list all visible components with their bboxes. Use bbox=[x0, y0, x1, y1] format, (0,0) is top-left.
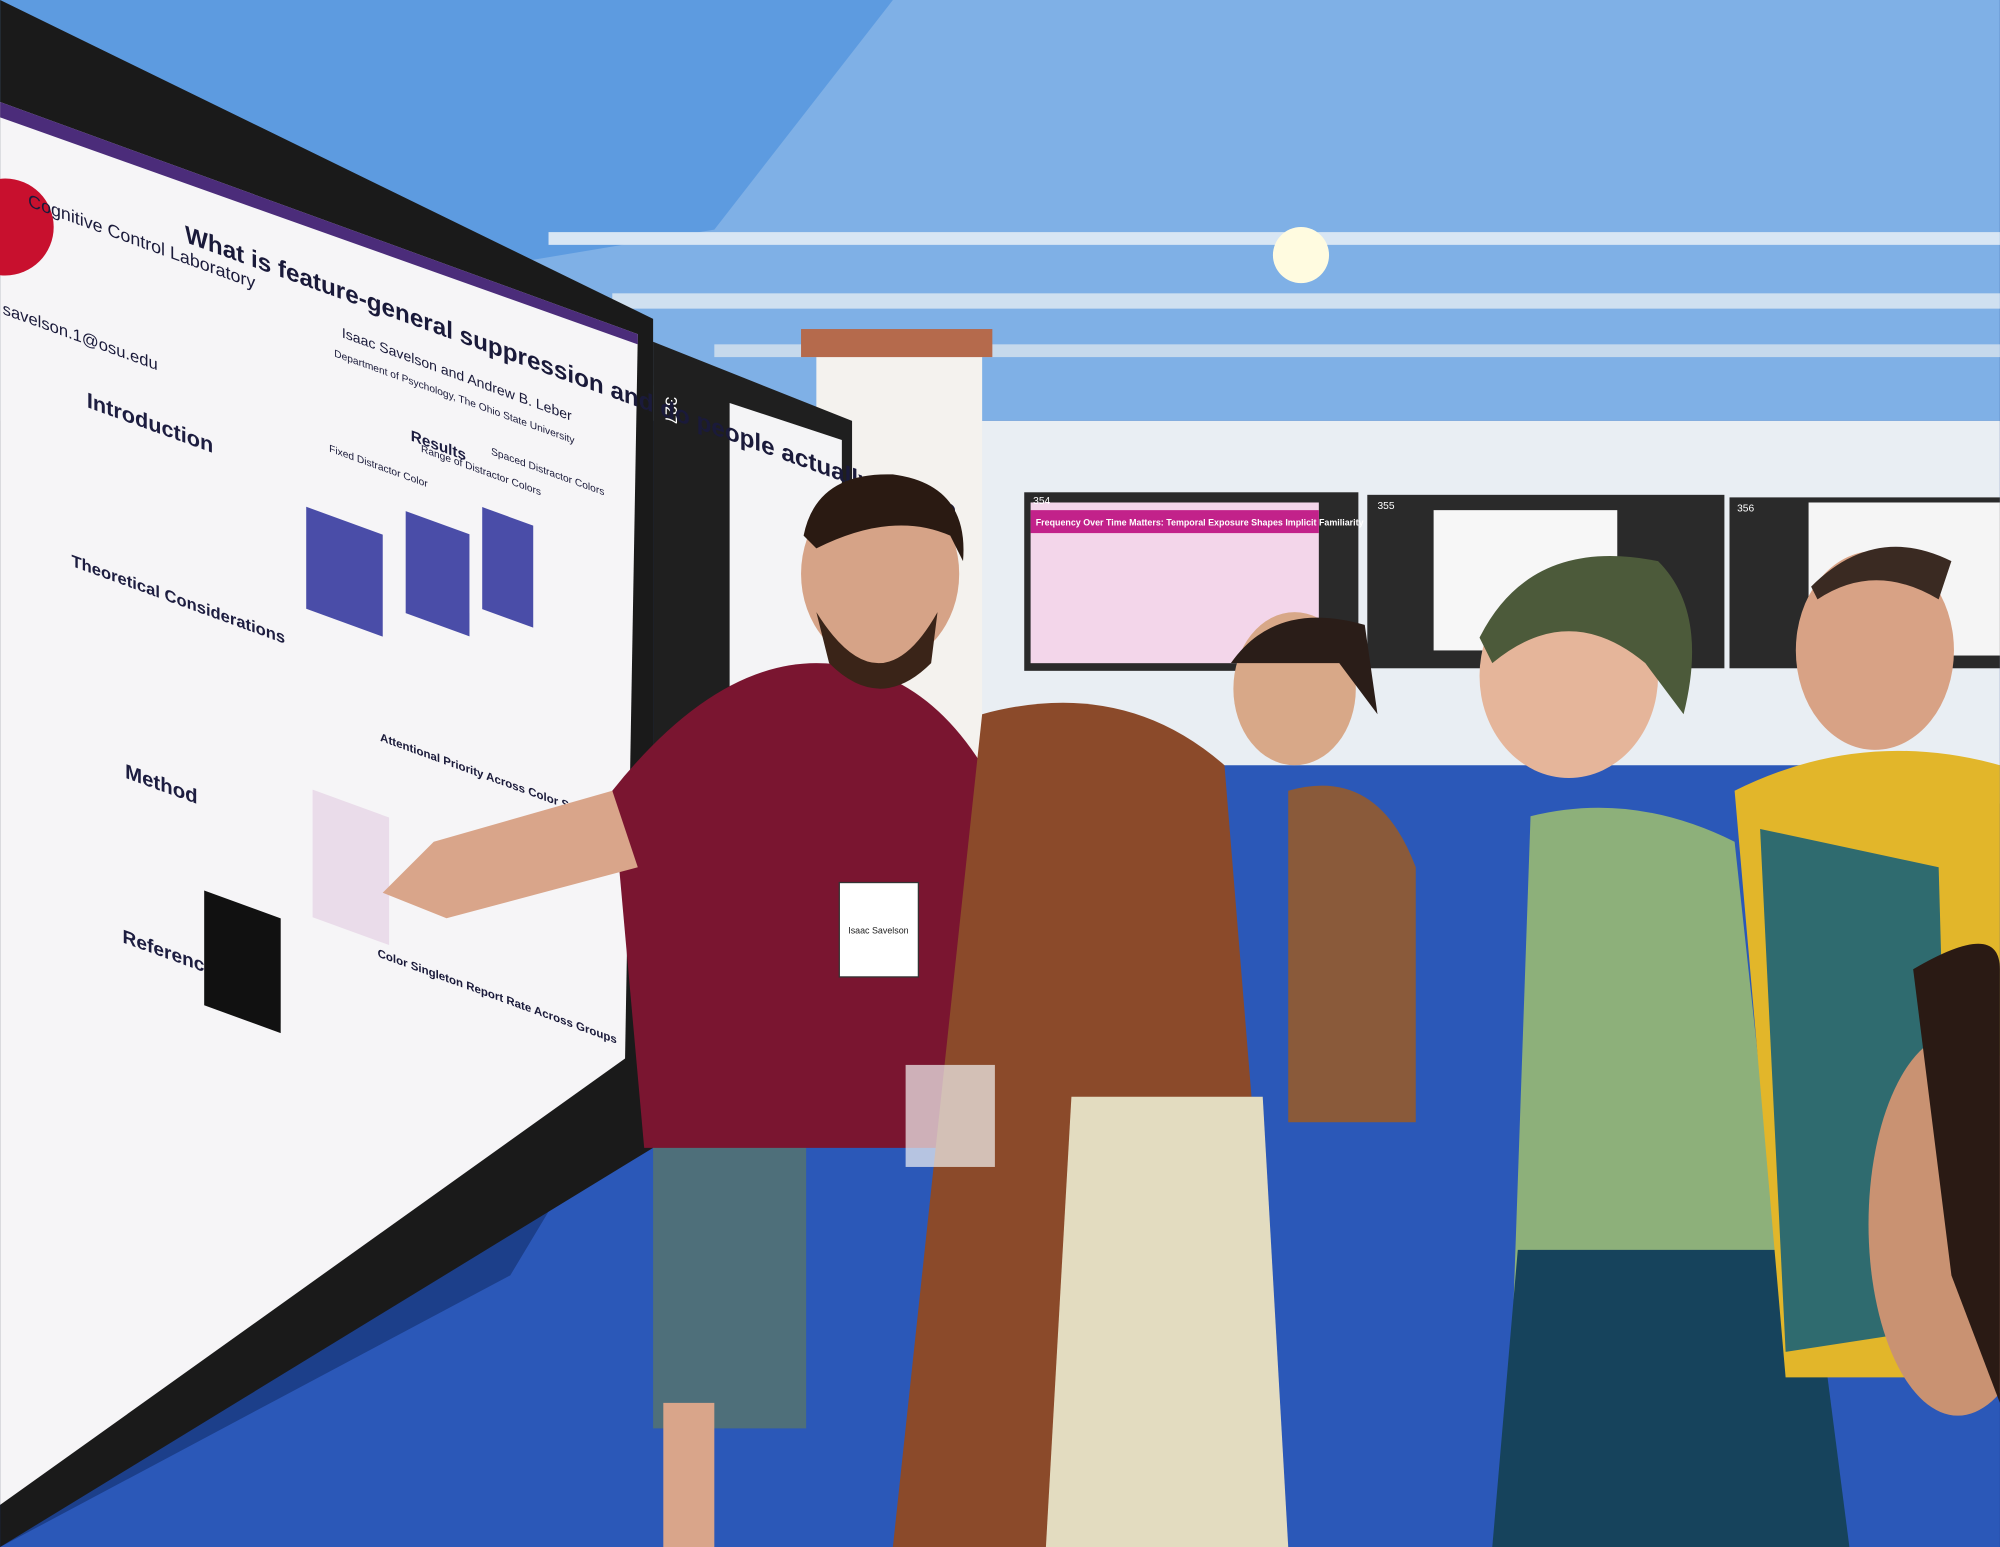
board-number: 354 bbox=[1033, 496, 1050, 507]
poster-figure bbox=[306, 506, 383, 637]
person-hair bbox=[803, 474, 964, 562]
person-shorts bbox=[653, 1122, 807, 1429]
poster-figure bbox=[312, 789, 390, 946]
person-beard bbox=[816, 612, 938, 689]
person-hair bbox=[1230, 617, 1378, 715]
person-hair bbox=[1479, 556, 1693, 715]
person-arm bbox=[382, 790, 638, 919]
poster-figure bbox=[482, 507, 534, 628]
pillar-cap bbox=[801, 329, 993, 358]
poster-figure bbox=[405, 511, 470, 637]
pipe bbox=[714, 344, 2000, 358]
person-face bbox=[1795, 550, 1954, 750]
lab-logo bbox=[0, 178, 54, 276]
cup bbox=[905, 1064, 995, 1167]
person-shirt bbox=[612, 663, 983, 1148]
person-leg bbox=[663, 1402, 715, 1547]
badge-name: Isaac Savelson bbox=[848, 925, 908, 935]
poster-border bbox=[0, 102, 638, 345]
pipe bbox=[548, 232, 2000, 245]
poster-figure bbox=[204, 890, 281, 1034]
ceiling-beam bbox=[0, 0, 893, 268]
board-number: 327 bbox=[661, 397, 680, 425]
board-number: 355 bbox=[1378, 501, 1395, 512]
person-shirt bbox=[1288, 785, 1416, 1123]
board-number: 356 bbox=[1737, 504, 1754, 515]
bg-poster-title: Frequency Over Time Matters: Temporal Ex… bbox=[1036, 517, 1364, 527]
bg-poster-banner bbox=[1030, 510, 1319, 534]
badge bbox=[838, 881, 920, 978]
person-hair bbox=[1811, 546, 1952, 600]
person-skirt bbox=[1492, 1249, 1850, 1547]
person-hair bbox=[1913, 943, 2000, 1403]
ceiling-light bbox=[1272, 227, 1330, 284]
pipe bbox=[612, 293, 2000, 309]
person-top bbox=[1045, 1096, 1289, 1547]
